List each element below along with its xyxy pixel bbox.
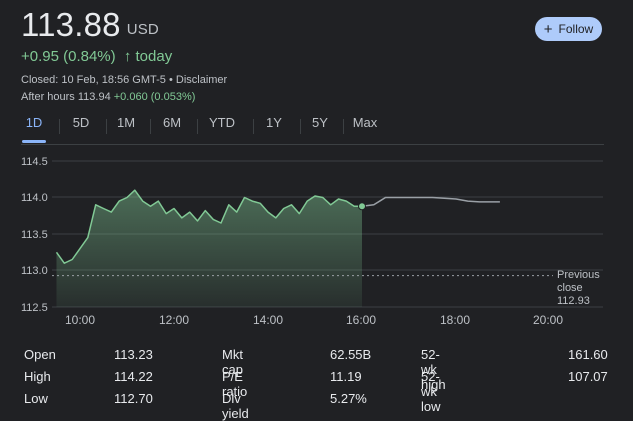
stock-price: 113.88 USD <box>21 6 159 44</box>
stat-value: 112.70 <box>114 391 153 406</box>
price-chart[interactable]: 114.5 114.0 113.5 113.0 112.5 Previous c… <box>0 150 633 340</box>
follow-label: Follow <box>558 22 594 36</box>
prev-close-text: Previous <box>557 269 600 281</box>
divider <box>21 144 604 145</box>
price-change: +0.95 (0.84%) ↑ today <box>21 48 172 65</box>
stat-label: 52-wk high <box>421 347 446 392</box>
tab-5y[interactable]: 5Y <box>312 115 328 130</box>
price-line <box>55 189 362 264</box>
tab-ytd[interactable]: YTD <box>209 115 235 130</box>
change-value: +0.95 (0.84%) <box>21 48 116 65</box>
tab-separator <box>197 119 198 134</box>
tab-5d[interactable]: 5D <box>72 115 90 130</box>
stat-label: High <box>24 369 51 384</box>
stat-value: 161.60 <box>568 347 608 362</box>
stat-label: Div yield <box>222 391 249 421</box>
y-tick-label: 112.5 <box>21 302 48 314</box>
x-axis-labels: 10:00 12:00 14:00 16:00 18:00 20:00 <box>65 313 563 327</box>
y-tick-label: 113.5 <box>21 229 48 241</box>
y-tick-label: 114.5 <box>21 156 48 168</box>
after-hours-line <box>361 196 500 208</box>
stat-value: 11.19 <box>330 369 362 384</box>
price-value: 113.88 <box>21 6 121 43</box>
tab-max[interactable]: Max <box>352 115 378 130</box>
after-hours-change: +0.060 (0.053%) <box>113 91 196 103</box>
stat-label: Open <box>24 347 56 362</box>
x-tick-label: 14:00 <box>253 313 283 327</box>
change-period: today <box>135 48 173 65</box>
stat-value: 5.27% <box>330 391 367 406</box>
tab-separator <box>300 119 301 134</box>
x-tick-label: 12:00 <box>159 313 189 327</box>
prev-close-text: close <box>557 282 583 294</box>
previous-close-label: Previous close 112.93 <box>557 269 600 307</box>
closed-info: Closed: 10 Feb, 18:56 GMT-5 • Disclaimer <box>21 74 228 86</box>
tab-1d[interactable]: 1D <box>21 115 47 143</box>
tab-separator <box>150 119 151 134</box>
tab-separator <box>106 119 107 134</box>
y-tick-label: 113.0 <box>21 265 48 277</box>
y-tick-label: 114.0 <box>21 192 48 204</box>
tab-1y[interactable]: 1Y <box>266 115 282 130</box>
stat-value: 114.22 <box>114 369 153 384</box>
prev-close-value: 112.93 <box>557 295 590 307</box>
after-hours-info: After hours 113.94 +0.060 (0.053%) <box>21 91 195 103</box>
stat-value: 62.55B <box>330 347 372 362</box>
x-tick-label: 16:00 <box>346 313 376 327</box>
follow-button[interactable]: + Follow <box>535 17 602 41</box>
close-point <box>358 202 366 211</box>
plus-icon: + <box>543 20 553 38</box>
y-axis-labels: 114.5 114.0 113.5 113.0 112.5 <box>21 156 48 314</box>
stat-value: 107.07 <box>568 369 608 384</box>
stat-label: Mkt cap <box>222 347 243 377</box>
x-tick-label: 10:00 <box>65 313 95 327</box>
arrow-up-icon: ↑ <box>123 48 132 65</box>
stat-value: 113.23 <box>114 347 153 362</box>
stat-label: 52-wk low <box>421 369 441 414</box>
x-tick-label: 20:00 <box>533 313 563 327</box>
stat-label: Low <box>24 391 48 406</box>
tab-separator <box>59 119 60 134</box>
area-fill <box>56 190 362 307</box>
after-hours-label: After hours 113.94 <box>21 91 111 103</box>
currency-label: USD <box>126 21 159 38</box>
tab-1m[interactable]: 1M <box>116 115 136 130</box>
stat-label: P/E ratio <box>222 369 248 399</box>
tab-separator <box>253 119 254 134</box>
tab-6m[interactable]: 6M <box>162 115 182 130</box>
x-tick-label: 18:00 <box>440 313 470 327</box>
tab-separator <box>343 119 344 134</box>
